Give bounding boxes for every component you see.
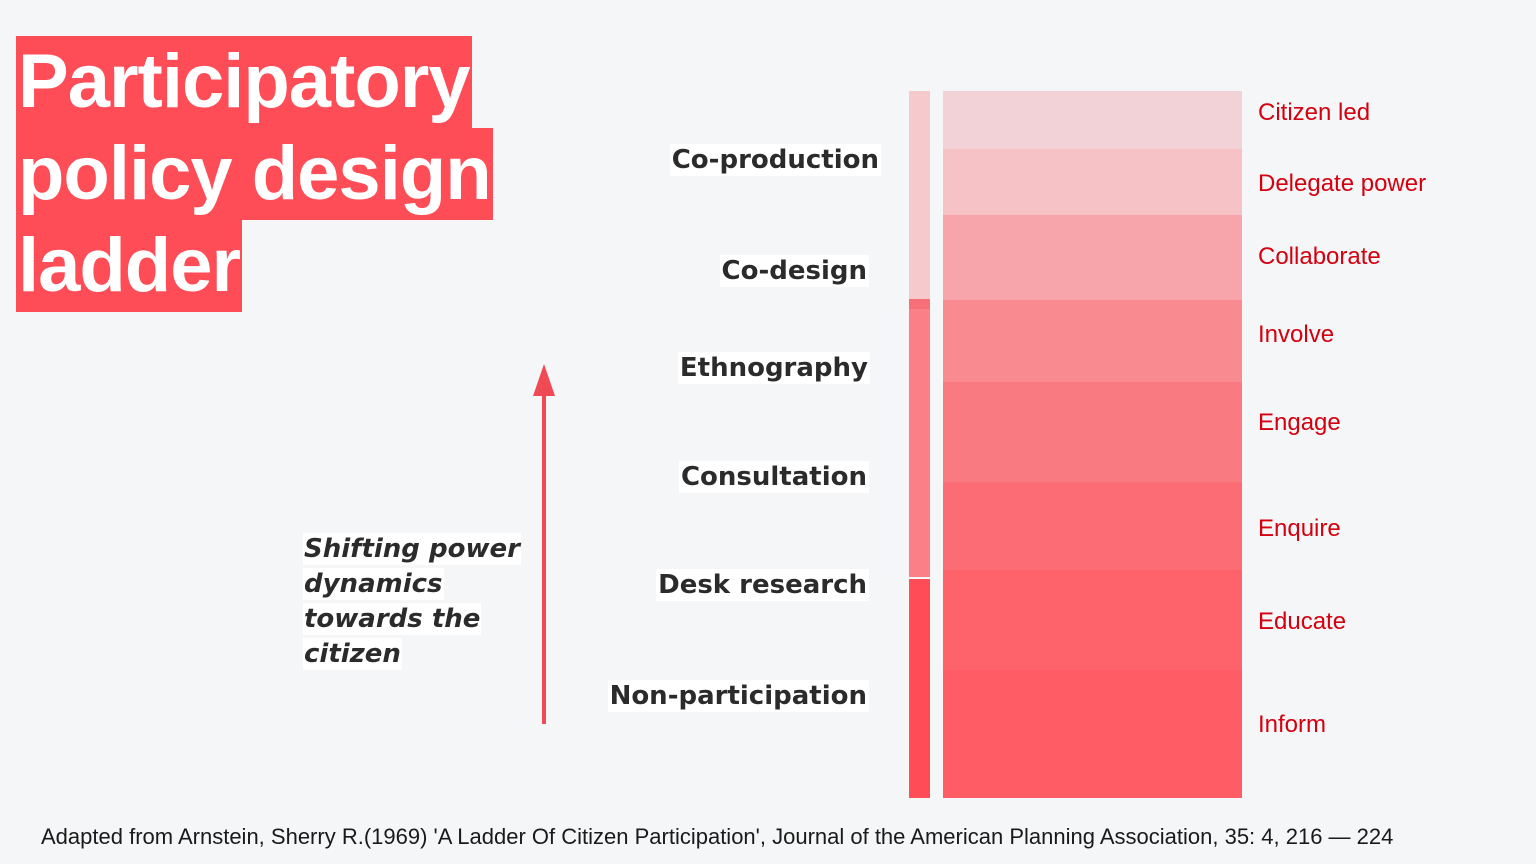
mini-segment-consultative bbox=[909, 299, 930, 577]
title-line-3: ladder bbox=[16, 220, 243, 312]
method-desk-research: Desk research bbox=[656, 569, 869, 601]
level-collaborate: Collaborate bbox=[1258, 243, 1381, 270]
level-citizen-led: Citizen led bbox=[1258, 99, 1371, 126]
method-consultation: Consultation bbox=[678, 461, 869, 493]
ladder-band-inform bbox=[943, 670, 1242, 798]
method-non-participation: Non-participation bbox=[607, 680, 869, 712]
method-co-design: Co-design bbox=[719, 255, 869, 287]
caption-line-2: dynamics bbox=[303, 568, 444, 600]
ladder-band-enquire bbox=[943, 482, 1242, 570]
up-arrow-icon bbox=[533, 364, 555, 724]
caption-line-3: towards the bbox=[303, 603, 482, 635]
title-line-2: policy design bbox=[16, 128, 493, 220]
level-involve: Involve bbox=[1258, 321, 1335, 348]
ladder-band-involve bbox=[943, 300, 1242, 382]
ladder-band-delegate-power bbox=[943, 149, 1242, 215]
ladder-band-citizen-led bbox=[943, 91, 1242, 149]
level-educate: Educate bbox=[1258, 608, 1347, 635]
level-enquire: Enquire bbox=[1258, 515, 1341, 542]
ladder-band-educate bbox=[943, 570, 1242, 670]
level-delegate-power: Delegate power bbox=[1258, 170, 1427, 197]
method-ethnography: Ethnography bbox=[677, 352, 870, 384]
ladder-band-engage bbox=[943, 382, 1242, 482]
level-inform: Inform bbox=[1258, 711, 1327, 738]
citation: Adapted from Arnstein, Sherry R.(1969) '… bbox=[41, 824, 1394, 849]
mini-segment-non-participation bbox=[909, 579, 930, 798]
method-co-production: Co-production bbox=[669, 144, 881, 176]
ladder-band-collaborate bbox=[943, 215, 1242, 300]
title-line-1: Participatory bbox=[16, 36, 472, 128]
caption-line-4: citizen bbox=[303, 638, 402, 670]
caption-line-1: Shifting power bbox=[303, 533, 521, 565]
mini-segment-collaborative bbox=[909, 91, 930, 299]
level-engage: Engage bbox=[1258, 409, 1341, 436]
